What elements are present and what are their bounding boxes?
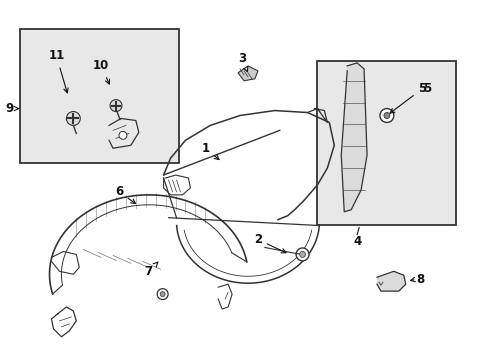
Circle shape xyxy=(66,112,80,125)
Text: 6: 6 xyxy=(115,185,135,203)
Text: 11: 11 xyxy=(48,49,68,93)
Text: 10: 10 xyxy=(93,59,109,84)
Bar xyxy=(317,61,455,225)
Text: 2: 2 xyxy=(253,233,285,253)
Circle shape xyxy=(110,100,122,112)
Text: 7: 7 xyxy=(144,262,158,278)
Polygon shape xyxy=(376,271,405,291)
Circle shape xyxy=(383,113,389,118)
Circle shape xyxy=(157,289,168,300)
Circle shape xyxy=(379,109,393,122)
Text: 4: 4 xyxy=(352,235,361,248)
Circle shape xyxy=(299,251,305,257)
Circle shape xyxy=(119,131,127,139)
Text: 9: 9 xyxy=(6,102,14,115)
Circle shape xyxy=(296,248,308,261)
Text: 1: 1 xyxy=(201,142,219,159)
Circle shape xyxy=(160,292,165,297)
Polygon shape xyxy=(341,63,366,212)
Polygon shape xyxy=(238,66,257,81)
Text: 3: 3 xyxy=(238,53,247,72)
Text: 5: 5 xyxy=(389,82,426,113)
Text: 5: 5 xyxy=(423,82,431,95)
Bar xyxy=(20,29,178,163)
Text: 8: 8 xyxy=(416,273,424,286)
